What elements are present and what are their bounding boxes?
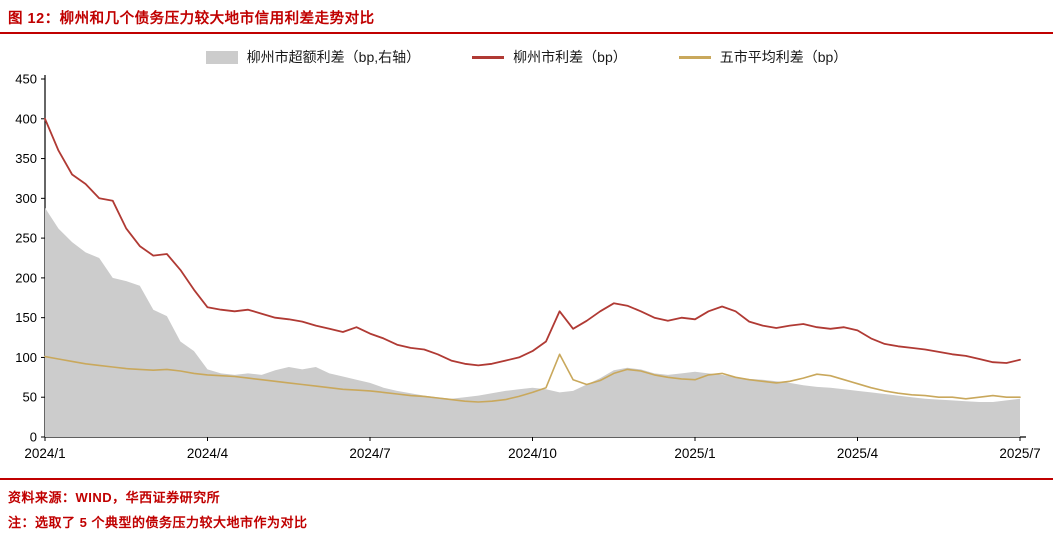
legend-item-liuzhou-spread: 柳州市利差（bp）	[472, 47, 627, 67]
legend-item-excess-spread: 柳州市超额利差（bp,右轴）	[205, 47, 421, 67]
x-tick-label: 2025/4	[837, 446, 879, 461]
x-tick-label: 2024/1	[24, 446, 65, 461]
y-tick-label: 250	[15, 231, 37, 246]
series-line-liuzhou-spread	[44, 117, 1021, 367]
legend-red-line-swatch-icon	[472, 55, 505, 59]
legend-label-five-city-avg: 五市平均利差（bp）	[719, 49, 848, 65]
y-tick-label: 0	[30, 430, 37, 445]
comparison-note: 注：选取了 5 个典型的债务压力较大地市作为对比	[8, 515, 308, 530]
credit-spread-chart-svg: 0 50 100 150 200 250 300 350 400 450 2024/1 2024/4 2…	[15, 72, 1040, 462]
legend-gold-line-swatch-icon	[678, 55, 711, 59]
y-tick-label: 50	[23, 390, 37, 405]
y-tick-label: 300	[15, 191, 37, 206]
x-tick-label: 2025/1	[674, 446, 715, 461]
y-tick-label: 400	[15, 111, 37, 126]
y-tick-label: 200	[15, 270, 37, 285]
x-tick-label: 2024/10	[508, 446, 557, 461]
figure-title: 图 12：柳州和几个债务压力较大地市信用利差走势对比	[8, 11, 375, 27]
x-tick-label: 2024/7	[349, 446, 390, 461]
legend-area-swatch-icon	[205, 50, 238, 64]
chart-legend: 柳州市超额利差（bp,右轴） 柳州市利差（bp） 五市平均利差（bp）	[0, 47, 1053, 67]
y-tick-label: 350	[15, 151, 37, 166]
legend-item-five-city-avg: 五市平均利差（bp）	[678, 47, 848, 67]
series-area-excess-spread	[45, 207, 1020, 437]
source-note: 资料来源：WIND，华西证券研究所	[8, 490, 221, 505]
y-tick-label: 450	[15, 72, 37, 87]
x-tick-label: 2025/7	[999, 446, 1040, 461]
x-tick-label: 2024/4	[187, 446, 229, 461]
title-bar: 图 12：柳州和几个债务压力较大地市信用利差走势对比	[0, 0, 1053, 34]
y-tick-label: 150	[15, 310, 37, 325]
legend-label-excess-spread: 柳州市超额利差（bp,右轴）	[246, 49, 421, 65]
credit-spread-chart: 0 50 100 150 200 250 300 350 400 450 2024/1 2024/4 2…	[0, 71, 1053, 476]
y-tick-label: 100	[15, 350, 37, 365]
legend-label-liuzhou-spread: 柳州市利差（bp）	[513, 49, 627, 65]
footer-rule	[0, 478, 1053, 480]
series-line-five-city-avg	[44, 353, 1021, 403]
